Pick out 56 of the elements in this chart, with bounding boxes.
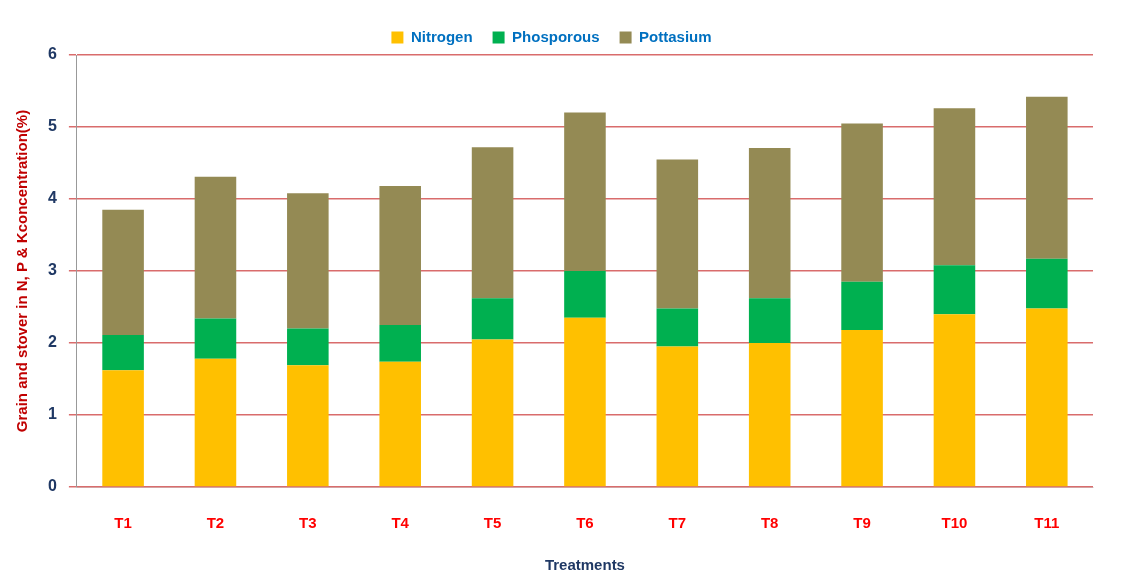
x-tick-label: T10 <box>941 514 968 532</box>
bar <box>287 328 329 366</box>
bar <box>933 314 976 487</box>
legend-label: Nitrogen <box>410 27 473 45</box>
bar <box>748 298 791 343</box>
bar <box>194 358 237 487</box>
x-axis-title: Treatments <box>544 556 625 574</box>
bar <box>379 186 421 325</box>
bar <box>841 281 883 331</box>
bar <box>564 317 606 487</box>
bar <box>102 335 144 371</box>
bar <box>194 318 237 359</box>
x-tick-label: T7 <box>668 514 687 532</box>
y-tick-label: 0 <box>47 477 57 495</box>
bar <box>102 370 144 487</box>
bar <box>933 108 976 266</box>
bar <box>1026 258 1068 309</box>
bar <box>287 365 329 487</box>
bar <box>656 308 699 347</box>
y-tick-label: 4 <box>47 189 57 207</box>
bar <box>656 346 699 487</box>
bar <box>564 112 606 271</box>
bar <box>748 343 791 487</box>
x-tick-label: T8 <box>760 514 779 532</box>
x-tick-label: T9 <box>853 514 871 532</box>
y-tick-label: 5 <box>47 117 57 135</box>
legend-label: Phosporous <box>512 27 600 45</box>
legend-label: Pottasium <box>639 27 712 45</box>
bar <box>102 209 144 336</box>
x-tick-label: T4 <box>391 514 410 532</box>
x-tick-label: T11 <box>1034 514 1060 532</box>
bar <box>379 325 421 362</box>
y-tick-label: 1 <box>47 405 57 423</box>
x-tick-label: T1 <box>114 514 132 532</box>
bar <box>471 339 514 487</box>
x-tick-label: T5 <box>483 514 502 532</box>
bar <box>1026 308 1068 487</box>
bar <box>1026 96 1068 259</box>
bar <box>656 159 699 309</box>
y-tick-label: 3 <box>47 261 57 279</box>
bar <box>933 265 976 315</box>
x-tick-label: T3 <box>299 514 317 532</box>
y-tick-label: 2 <box>47 333 57 351</box>
bar <box>194 176 237 319</box>
bar <box>471 147 514 299</box>
y-tick-label: 6 <box>47 45 57 63</box>
x-tick-label: T2 <box>206 514 225 532</box>
bar <box>841 330 883 487</box>
bar <box>471 298 514 340</box>
bar <box>748 147 791 299</box>
bar <box>379 361 421 487</box>
y-axis-title: Grain and stover in N, P & Kconcentration(%) <box>13 109 31 433</box>
bar <box>287 193 329 329</box>
bar <box>841 123 883 282</box>
bar <box>564 271 606 318</box>
x-tick-label: T6 <box>576 514 594 532</box>
